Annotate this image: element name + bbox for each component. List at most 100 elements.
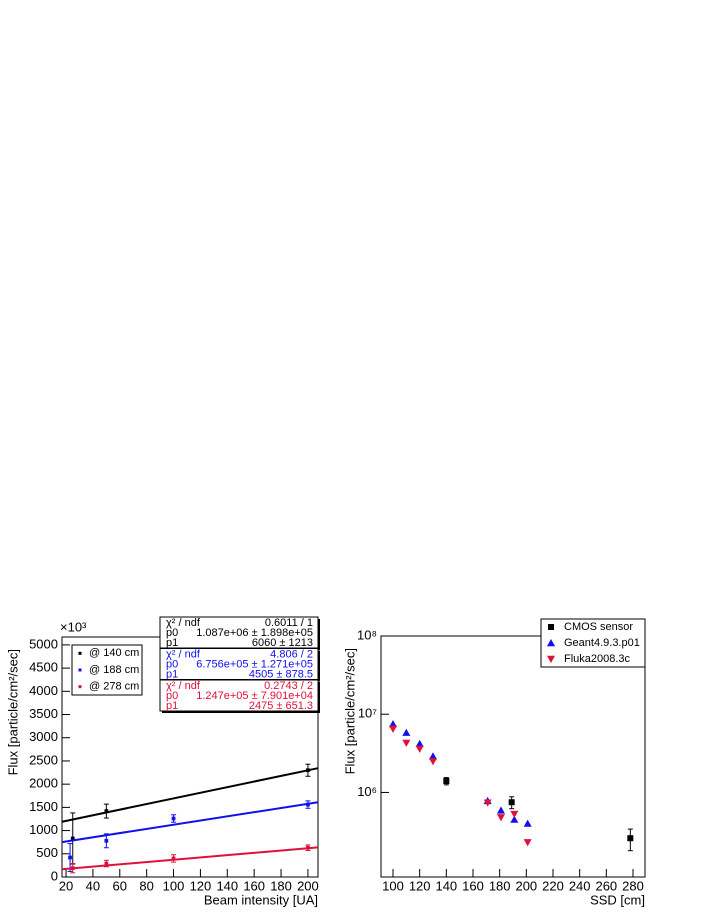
marker — [402, 739, 411, 747]
legend-label: CMOS sensor — [564, 621, 633, 633]
stats-value: 2475 ± 651.3 — [249, 700, 313, 712]
stats-value: 4.806 / 2 — [270, 648, 313, 660]
y-tick-label: 10⁶ — [357, 784, 377, 799]
y-axis-label: Flux [particle/cm²/sec] — [342, 648, 357, 774]
y-tick-label: 500 — [36, 845, 58, 860]
marker — [510, 810, 519, 819]
stats-value: 0.6011 / 1 — [265, 617, 313, 629]
y-tick-label: 0 — [51, 868, 58, 883]
y-tick-label: 4500 — [29, 660, 58, 675]
stats-name: p1 — [166, 637, 178, 649]
marker — [306, 802, 310, 807]
x-tick-label: 20 — [59, 878, 73, 893]
y-tick-label: 10⁸ — [357, 627, 377, 642]
legend-label: @ 278 cm — [89, 681, 139, 693]
y-tick-label: 2500 — [29, 752, 58, 767]
marker — [547, 655, 555, 663]
stats-value: 6060 ± 1213 — [252, 637, 313, 649]
marker — [402, 728, 411, 736]
marker — [547, 639, 555, 647]
legend-box — [71, 644, 143, 696]
fit-line — [61, 767, 319, 823]
y-tick-label: 4000 — [29, 683, 58, 698]
marker — [68, 855, 72, 860]
marker — [171, 816, 176, 821]
legend-label: Fluka2008.3c — [564, 653, 631, 665]
y-tick-label: 3000 — [29, 729, 58, 744]
stats-name: p0 — [166, 627, 178, 639]
marker — [104, 861, 109, 866]
marker — [483, 799, 492, 807]
x-tick-label: 180 — [270, 878, 292, 893]
y-tick-label: 1500 — [29, 799, 58, 814]
marker — [443, 778, 450, 785]
fit-line — [61, 801, 319, 844]
y-tick-label: 10⁷ — [358, 706, 377, 721]
stats-box — [159, 679, 319, 712]
stats-value: 1.247e+05 ± 7.901e+04 — [196, 690, 313, 702]
marker — [306, 768, 310, 773]
y-axis-label: Flux [particle/cm²/sec] — [5, 649, 20, 775]
marker — [627, 835, 634, 842]
marker — [415, 745, 424, 753]
marker — [389, 719, 397, 728]
marker — [510, 815, 519, 823]
stats-name: χ² / ndf — [166, 680, 201, 692]
x-tick-label: 220 — [542, 878, 564, 893]
y-tick-label: 5000 — [29, 636, 58, 651]
marker — [548, 624, 554, 630]
marker — [497, 814, 505, 822]
x-tick-label: 100 — [163, 878, 185, 893]
x-tick-label: 120 — [409, 878, 431, 893]
marker — [104, 838, 109, 843]
stats-box — [159, 616, 319, 649]
marker — [78, 685, 82, 689]
marker — [78, 668, 82, 672]
marker — [429, 752, 437, 760]
stats-value: 6.756e+05 ± 1.271e+05 — [196, 658, 313, 670]
plot-frame — [380, 635, 646, 878]
stats-value: 0.2743 / 2 — [264, 680, 313, 692]
x-tick-label: 200 — [515, 878, 537, 893]
x-axis-label: Beam intensity [UA] — [204, 892, 318, 907]
x-tick-label: 80 — [139, 878, 153, 893]
x-tick-label: 280 — [622, 878, 644, 893]
x-tick-label: 40 — [86, 878, 100, 893]
marker — [70, 836, 75, 841]
marker — [104, 809, 109, 813]
marker — [497, 806, 505, 814]
stats-name: χ² / ndf — [166, 617, 201, 629]
stats-value: 1.087e+06 ± 1.898e+05 — [196, 627, 313, 639]
x-tick-label: 140 — [216, 878, 238, 893]
x-tick-label: 100 — [382, 878, 404, 893]
x-tick-label: 120 — [190, 878, 212, 893]
x-tick-label: 60 — [113, 878, 127, 893]
marker — [78, 651, 82, 655]
marker — [306, 845, 310, 850]
x-tick-label: 200 — [297, 878, 319, 893]
marker — [523, 839, 532, 847]
y-multiplier: ×10³ — [60, 619, 87, 634]
x-tick-label: 240 — [569, 878, 591, 893]
fit-line — [61, 846, 319, 871]
marker — [70, 866, 75, 871]
legend-label: Geant4.9.3.p01 — [564, 637, 640, 649]
x-tick-label: 180 — [489, 878, 511, 893]
x-tick-label: 140 — [435, 878, 457, 893]
stats-value: 4505 ± 878.5 — [249, 668, 313, 680]
marker — [171, 856, 176, 861]
stats-name: χ² / ndf — [166, 648, 201, 660]
legend-box — [540, 618, 646, 668]
y-tick-label: 3500 — [29, 706, 58, 721]
stats-name: p1 — [166, 668, 178, 680]
stats-name: p0 — [166, 690, 178, 702]
y-tick-label: 2000 — [29, 776, 58, 791]
stats-box — [159, 648, 319, 680]
stats-name: p0 — [166, 658, 178, 670]
legend-label: @ 188 cm — [89, 664, 139, 676]
y-tick-label: 1000 — [29, 822, 58, 837]
x-tick-label: 160 — [462, 878, 484, 893]
x-tick-label: 160 — [243, 878, 265, 893]
x-tick-label: 260 — [595, 878, 617, 893]
